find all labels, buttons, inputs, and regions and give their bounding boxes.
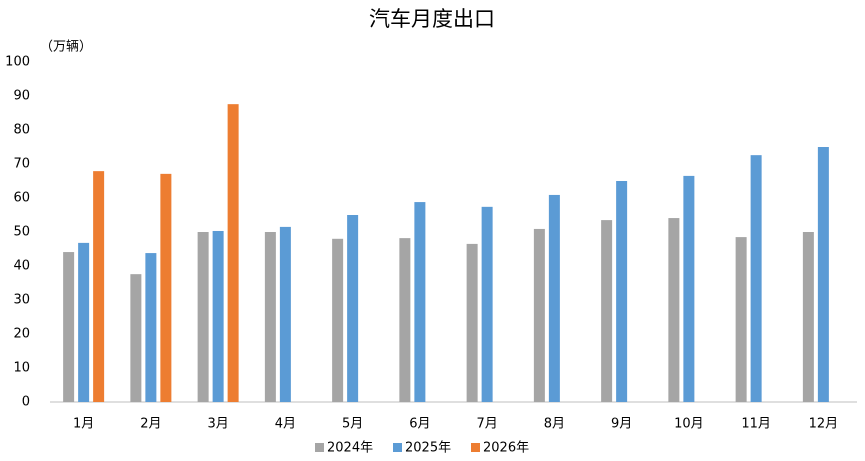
bar bbox=[212, 230, 224, 402]
bar bbox=[264, 232, 276, 402]
x-tick-label: 3月 bbox=[207, 417, 228, 432]
bar bbox=[227, 104, 239, 402]
bar bbox=[802, 232, 814, 402]
y-tick-label: 50 bbox=[13, 225, 30, 240]
bar bbox=[668, 218, 680, 402]
bar bbox=[601, 220, 613, 402]
bar bbox=[817, 147, 829, 402]
x-tick-label: 7月 bbox=[476, 417, 497, 432]
x-tick-label: 9月 bbox=[611, 417, 632, 432]
y-tick-label: 20 bbox=[13, 327, 30, 342]
bar bbox=[160, 173, 172, 402]
x-tick-label: 4月 bbox=[275, 417, 296, 432]
chart-title: 汽车月度出口 bbox=[369, 7, 495, 31]
legend-label: 2024年 bbox=[327, 441, 373, 456]
bar bbox=[683, 175, 695, 402]
bar bbox=[533, 228, 545, 402]
bar bbox=[548, 194, 560, 402]
bar bbox=[279, 226, 291, 402]
x-tick-label: 1月 bbox=[73, 417, 94, 432]
y-tick-label: 60 bbox=[13, 191, 30, 206]
x-tick-label: 8月 bbox=[544, 417, 565, 432]
bar bbox=[197, 232, 209, 402]
legend-swatch bbox=[393, 443, 402, 452]
bar bbox=[399, 238, 411, 402]
bar bbox=[750, 155, 762, 402]
bar bbox=[466, 243, 478, 402]
y-tick-label: 90 bbox=[13, 89, 30, 104]
x-tick-label: 12月 bbox=[809, 417, 839, 432]
y-tick-label: 80 bbox=[13, 123, 30, 138]
bar bbox=[332, 238, 344, 402]
x-tick-label: 5月 bbox=[342, 417, 363, 432]
legend-label: 2025年 bbox=[405, 441, 451, 456]
bar bbox=[616, 181, 628, 402]
x-tick-label: 6月 bbox=[409, 417, 430, 432]
legend-swatch bbox=[315, 443, 324, 452]
y-tick-label: 40 bbox=[13, 259, 30, 274]
y-tick-label: 70 bbox=[13, 157, 30, 172]
bar bbox=[145, 253, 157, 402]
bar bbox=[414, 202, 426, 402]
bar bbox=[63, 252, 75, 402]
y-tick-label: 10 bbox=[13, 361, 30, 376]
bar bbox=[347, 215, 359, 402]
x-tick-label: 10月 bbox=[674, 417, 704, 432]
bar bbox=[93, 171, 105, 402]
bar bbox=[130, 274, 142, 402]
x-tick-label: 11月 bbox=[741, 417, 771, 432]
legend-label: 2026年 bbox=[483, 441, 529, 456]
y-tick-label: 0 bbox=[22, 395, 30, 410]
bar bbox=[481, 206, 493, 402]
y-tick-label: 100 bbox=[5, 55, 30, 70]
y-tick-label: 30 bbox=[13, 293, 30, 308]
bar bbox=[78, 242, 90, 402]
x-tick-label: 2月 bbox=[140, 417, 161, 432]
y-unit: （万辆） bbox=[40, 40, 92, 55]
bar bbox=[735, 237, 747, 402]
legend-swatch bbox=[471, 443, 480, 452]
